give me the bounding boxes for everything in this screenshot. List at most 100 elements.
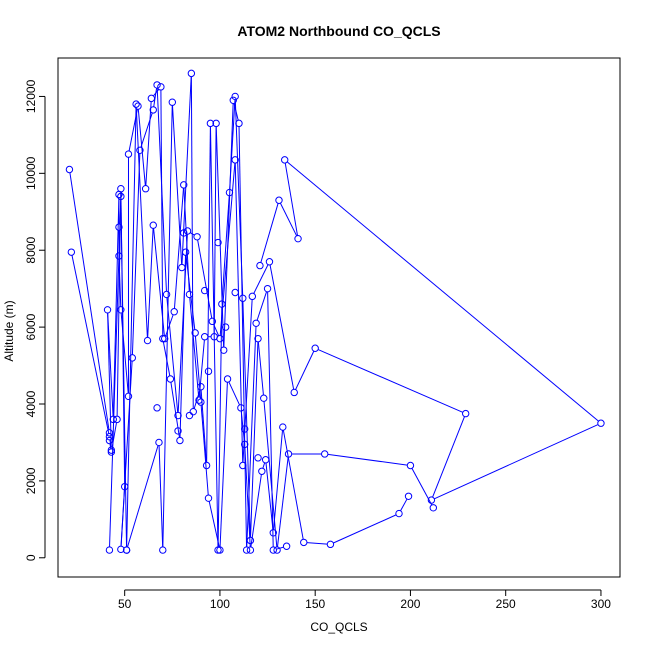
series-3-point (429, 504, 438, 512)
series-2-point (128, 354, 136, 362)
x-tick-label: 200 (400, 597, 420, 611)
series-4-segment (256, 291, 268, 321)
series-2-segment (253, 264, 269, 294)
x-tick-label: 100 (210, 597, 230, 611)
series-1-point (197, 398, 205, 406)
series-4-point (170, 308, 178, 316)
series-3-point (225, 188, 234, 197)
series-3-segment (217, 307, 223, 547)
plot-frame (57, 57, 621, 578)
series-4-point (242, 546, 251, 554)
series-2-segment (109, 443, 112, 449)
series-1-point (157, 83, 165, 91)
series-2-point (265, 258, 274, 266)
series-2-point (107, 448, 116, 456)
series-1-point (166, 375, 175, 383)
series-3-point (284, 450, 293, 458)
series-4-segment (213, 126, 217, 334)
series-1-segment (282, 430, 304, 540)
series-4-point (235, 119, 243, 128)
series-3-point (155, 438, 163, 447)
series-4-segment (238, 126, 248, 547)
series-1-point (103, 306, 112, 314)
chart-title: ATOM2 Northbound CO_QCLS (237, 23, 440, 39)
series-1-segment (262, 462, 266, 469)
series-1-point (404, 492, 413, 500)
series-3-segment (109, 199, 122, 547)
series-2-point (105, 436, 114, 445)
series-3-point (273, 546, 281, 554)
series-2-segment (166, 297, 179, 413)
series-3-point (218, 300, 226, 308)
series-2-point (208, 317, 217, 326)
series-1-point (279, 423, 287, 431)
series-1-point (258, 467, 266, 475)
series-2-segment (284, 162, 298, 236)
y-tick-label: 6000 (24, 313, 38, 340)
series-2-point (153, 81, 161, 89)
series-1-segment (400, 498, 408, 512)
x-tick-label: 250 (496, 597, 516, 611)
series-2-point (427, 496, 436, 504)
series-4-segment (198, 339, 205, 398)
series-2-point (281, 156, 289, 164)
series-3-point (231, 92, 239, 101)
data-point (240, 425, 249, 433)
series-3-point (168, 98, 177, 106)
series-4-point (132, 100, 140, 108)
series-2-point (183, 227, 192, 235)
series-2-point (136, 146, 144, 154)
series-2-point (65, 165, 74, 174)
series-2-segment (286, 161, 599, 422)
series-4-segment (215, 126, 225, 347)
series-4-segment (183, 188, 190, 292)
series-2-segment (156, 88, 167, 292)
series-3-point (105, 546, 114, 554)
x-tick-label: 50 (118, 597, 132, 611)
y-tick-label: 2000 (24, 467, 38, 494)
series-1-point (107, 446, 116, 454)
series-3-segment (158, 445, 164, 547)
series-1-point (237, 404, 245, 412)
series-2-segment (434, 424, 599, 500)
y-tick-label: 0 (24, 554, 38, 561)
data-point (200, 286, 209, 295)
series-3-segment (127, 445, 159, 548)
series-4-point (220, 346, 228, 354)
series-2-point (120, 482, 129, 491)
series-1-segment (265, 462, 274, 530)
series-2-point (113, 415, 121, 424)
series-2-point (193, 233, 201, 241)
series-4-segment (267, 291, 274, 547)
series-4-point (185, 290, 194, 299)
series-1-segment (306, 542, 328, 545)
series-1-point (216, 546, 224, 554)
series-4-segment (135, 107, 148, 338)
series-4-point (269, 546, 277, 554)
series-1-point (115, 223, 123, 231)
series-2-point (149, 106, 157, 114)
series-1-point (261, 456, 270, 464)
series-4-segment (126, 107, 137, 547)
series-2-point (162, 290, 171, 299)
series-3-segment (181, 76, 192, 265)
series-2-point (290, 388, 298, 397)
series-3-point (206, 119, 215, 128)
series-4-segment (246, 326, 257, 547)
series-1-point (115, 252, 123, 260)
series-3-point (202, 461, 211, 470)
data-point (254, 454, 262, 462)
series-3-point (214, 546, 222, 554)
data-point (174, 427, 182, 435)
series-4-point (160, 334, 169, 343)
series-3-point (239, 294, 247, 302)
data-point (185, 411, 194, 420)
series-1-point (117, 306, 125, 314)
series-1-point (105, 432, 114, 441)
series-2-point (597, 419, 605, 427)
series-3-point (406, 461, 415, 470)
series-1-point (395, 509, 403, 518)
series-3-segment (221, 195, 230, 301)
series-1-segment (112, 197, 120, 417)
